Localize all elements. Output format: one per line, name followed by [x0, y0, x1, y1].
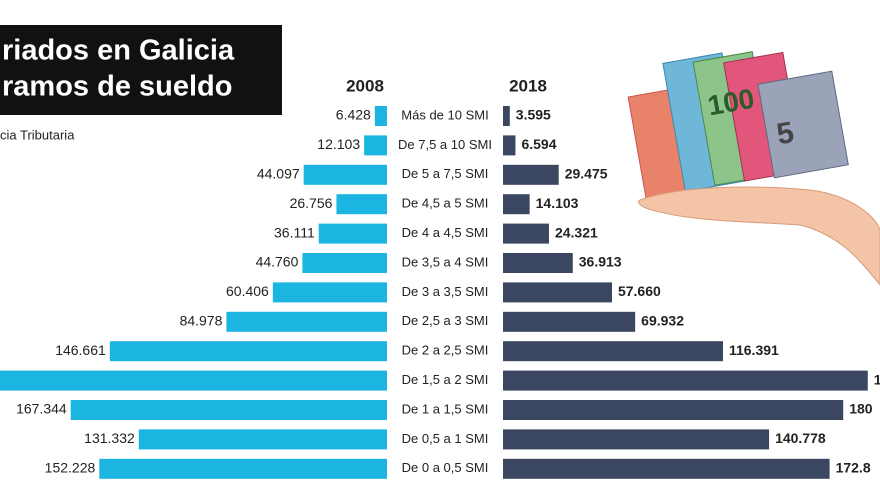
bar [0, 370, 387, 391]
bar [138, 429, 387, 450]
bar [503, 429, 770, 450]
category-label: De 1 a 1,5 SMI [402, 401, 489, 416]
bar [336, 194, 387, 215]
value-label: 6.428 [336, 107, 371, 123]
category-label: De 2,5 a 3 SMI [402, 313, 489, 328]
category-label: De 0 a 0,5 SMI [402, 460, 489, 475]
value-label: 26.756 [290, 195, 333, 211]
bar [318, 223, 387, 244]
value-label: 36.913 [579, 254, 622, 270]
bar [503, 194, 530, 215]
value-label: 116.391 [729, 342, 779, 358]
bar [503, 253, 573, 273]
category-label: De 2 a 2,5 SMI [402, 343, 489, 358]
value-label: 24.321 [555, 224, 598, 240]
bar [374, 106, 387, 126]
bar [503, 223, 549, 244]
category-label: De 4,5 a 5 SMI [402, 196, 489, 211]
bar [99, 458, 388, 479]
series-header: 2008 [346, 76, 384, 95]
series-header: 2018 [509, 76, 547, 95]
svg-text:5: 5 [774, 116, 796, 151]
bar [503, 311, 636, 332]
bar [70, 400, 387, 420]
value-label: 12.103 [317, 136, 360, 152]
chart-title: riados en Galicia [2, 35, 235, 67]
category-label: Más de 10 SMI [401, 107, 488, 122]
bar [503, 106, 510, 126]
value-label: 146.661 [55, 342, 106, 358]
bar [503, 164, 559, 185]
value-label: 44.097 [257, 166, 300, 182]
value-label: 3.595 [516, 107, 551, 123]
value-label: 152.228 [45, 460, 96, 476]
value-label: 14.103 [536, 195, 579, 211]
category-label: De 3,5 a 4 SMI [402, 254, 489, 269]
bar [303, 164, 387, 185]
value-label: 29.475 [565, 166, 608, 182]
value-label: 57.660 [618, 283, 661, 299]
bar [503, 370, 868, 391]
value-label: 180 [849, 401, 873, 417]
bar [503, 282, 612, 303]
category-label: De 7,5 a 10 SMI [398, 137, 492, 152]
value-label: 140.778 [775, 430, 826, 446]
value-label: 172.8 [836, 460, 871, 476]
value-label: 69.932 [641, 313, 684, 329]
bar [364, 135, 387, 156]
money-illustration: 100 5 [627, 51, 880, 286]
value-label: 6.594 [521, 136, 556, 152]
bar [503, 341, 723, 362]
chart-subtitle: ramos de sueldo [2, 71, 232, 103]
bar [272, 282, 387, 303]
category-label: De 3 a 3,5 SMI [402, 284, 489, 299]
bar [302, 253, 387, 273]
value-label: 84.978 [180, 313, 223, 329]
value-label: 1 [874, 371, 880, 387]
value-label: 131.332 [84, 430, 135, 446]
category-label: De 1,5 a 2 SMI [402, 372, 489, 387]
category-label: De 5 a 7,5 SMI [402, 166, 489, 181]
value-label: 36.111 [274, 224, 315, 240]
bar [226, 311, 387, 332]
category-label: De 0,5 a 1 SMI [402, 431, 489, 446]
value-label: 44.760 [256, 254, 299, 270]
bar [109, 341, 388, 362]
source: cia Tributaria [0, 127, 75, 142]
bar [503, 400, 844, 420]
value-label: 60.406 [226, 283, 269, 299]
bar [503, 458, 830, 479]
value-label: 167.344 [16, 401, 67, 417]
category-label: De 4 a 4,5 SMI [402, 225, 489, 240]
bar [503, 135, 516, 156]
title-box [0, 25, 282, 115]
